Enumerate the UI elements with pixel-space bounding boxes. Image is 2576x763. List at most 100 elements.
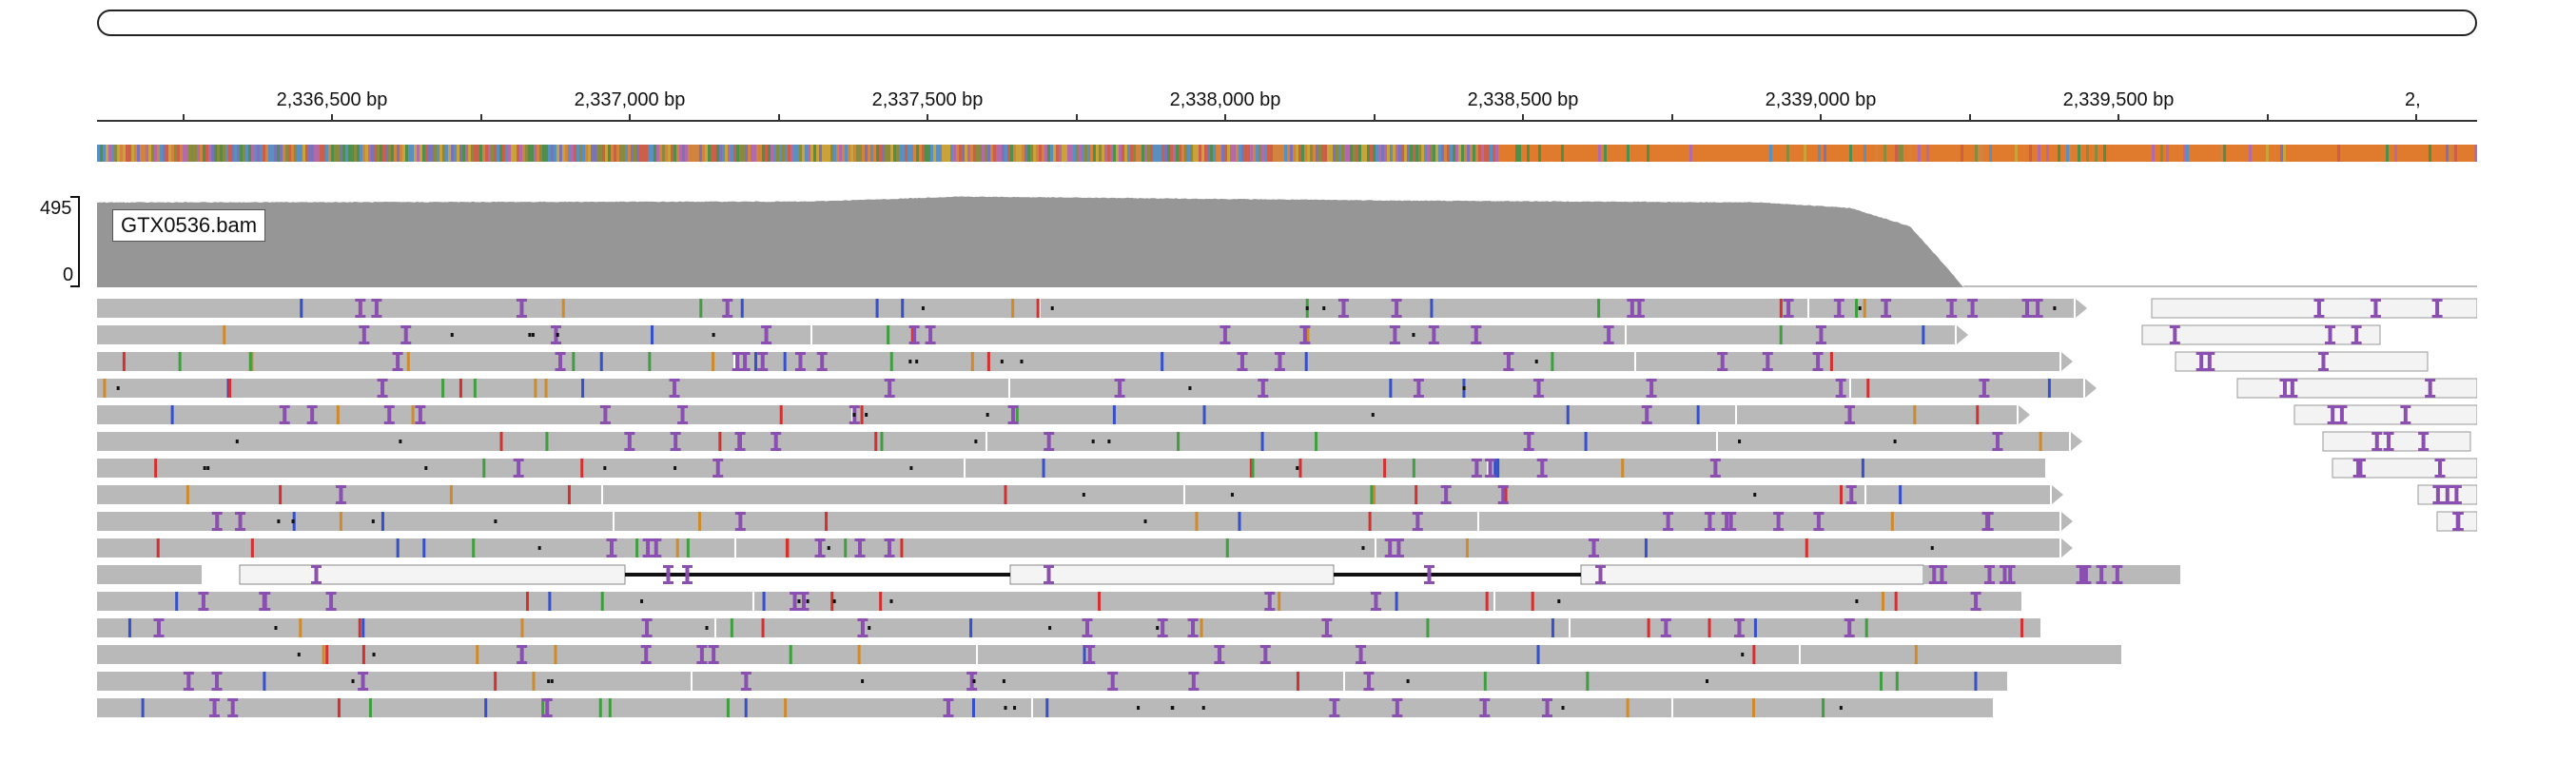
sequence-base (945, 145, 947, 162)
insertion-marker (1523, 432, 1534, 451)
sequence-base (477, 145, 479, 162)
insertion-marker (377, 379, 388, 398)
insertion-marker (1479, 698, 1491, 717)
mismatch-base (156, 538, 160, 558)
coverage-histogram[interactable] (97, 190, 2477, 291)
sequence-base (1204, 145, 1207, 162)
sequence-base (2080, 145, 2083, 162)
sequence-base (1239, 145, 1241, 162)
sequence-base (1298, 145, 1301, 162)
sequence-base (194, 145, 197, 162)
read-strand-arrow (2085, 379, 2097, 398)
sequence-base (1401, 145, 1404, 162)
sequence-base (348, 145, 351, 162)
sequence-base (1903, 145, 1906, 162)
sequence-base (896, 145, 899, 162)
insertion-marker (2313, 299, 2325, 318)
sequence-base (1841, 145, 1844, 162)
sequence-base (1532, 145, 1535, 162)
sequence-base (2195, 145, 2197, 162)
insertion-marker (1393, 538, 1404, 558)
sequence-base (1495, 145, 1498, 162)
sequence-base (1093, 145, 1096, 162)
sequence-base (1318, 145, 1321, 162)
sequence-base (1418, 145, 1421, 162)
sequence-base (625, 145, 628, 162)
sequence-base (1869, 145, 1872, 162)
insertion-marker (1982, 512, 1994, 531)
sequence-base (2363, 145, 2366, 162)
sequence-base (2223, 145, 2226, 162)
sequence-base (2143, 145, 2146, 162)
sequence-base (437, 145, 439, 162)
locus-search-input[interactable] (97, 10, 2477, 36)
sequence-base (1444, 145, 1447, 162)
sequence-base (614, 145, 616, 162)
sequence-base (2417, 145, 2420, 162)
sequence-base (1193, 145, 1196, 162)
insertion-marker (153, 618, 165, 637)
mismatch-base (718, 432, 722, 451)
sequence-base (605, 145, 608, 162)
sequence-base (1421, 145, 1424, 162)
sequence-base (479, 145, 482, 162)
sequence-base (1632, 145, 1635, 162)
insertion-marker (816, 352, 828, 371)
sequence-base (1604, 145, 1607, 162)
mismatch-base (1621, 459, 1625, 478)
sequence-base (939, 145, 942, 162)
insertion-marker (1107, 672, 1119, 691)
sequence-base (1769, 145, 1772, 162)
deletion-marker (1050, 306, 1054, 310)
sequence-base (1056, 145, 1059, 162)
mismatch-base (1974, 672, 1978, 691)
insertion-marker (708, 645, 719, 664)
alignment-track[interactable] (97, 297, 2477, 763)
sequence-base (1975, 145, 1978, 162)
mismatch-base (789, 645, 792, 664)
deletion-marker (1137, 706, 1141, 710)
sequence-base (2312, 145, 2314, 162)
insertion-marker (1187, 618, 1199, 637)
sequence-base (1512, 145, 1515, 162)
sequence-base (574, 145, 576, 162)
track-name-label[interactable]: GTX0536.bam (112, 209, 266, 242)
insertion-marker (2032, 299, 2043, 318)
insertion-marker (794, 352, 806, 371)
sequence-base (1002, 145, 1005, 162)
sequence-base (103, 145, 106, 162)
sequence-base (505, 145, 508, 162)
sequence-base (1644, 145, 1647, 162)
sequence-base (1621, 145, 1624, 162)
sequence-base (2337, 145, 2340, 162)
sequence-base (1992, 145, 1995, 162)
sequence-base (1892, 145, 1895, 162)
deletion-marker (868, 626, 871, 630)
insertion-marker (1603, 325, 1614, 344)
sequence-base (1721, 145, 1724, 162)
sequence-base (1921, 145, 1923, 162)
sequence-base (2406, 145, 2409, 162)
mismatch-base (1880, 672, 1883, 691)
coverage-scale-bar (70, 196, 80, 287)
sequence-base (1190, 145, 1193, 162)
insertion-marker (798, 592, 810, 611)
sequence-base (260, 145, 263, 162)
sequence-base (1615, 145, 1618, 162)
sequence-base (1741, 145, 1744, 162)
insertion-marker (1633, 299, 1645, 318)
sequence-base (2192, 145, 2195, 162)
deletion-marker (1305, 306, 1309, 310)
sequence-base (1881, 145, 1883, 162)
deletion-marker (1020, 360, 1024, 363)
sequence-base (1073, 145, 1076, 162)
sequence-base (1789, 145, 1792, 162)
sequence-base (976, 145, 979, 162)
sequence-base (2012, 145, 2015, 162)
insertion-marker (211, 672, 223, 691)
sequence-base (985, 145, 987, 162)
sequence-base (1555, 145, 1558, 162)
sequence-base (1681, 145, 1684, 162)
alignment-reads[interactable] (97, 297, 2477, 763)
insertion-marker (814, 538, 826, 558)
